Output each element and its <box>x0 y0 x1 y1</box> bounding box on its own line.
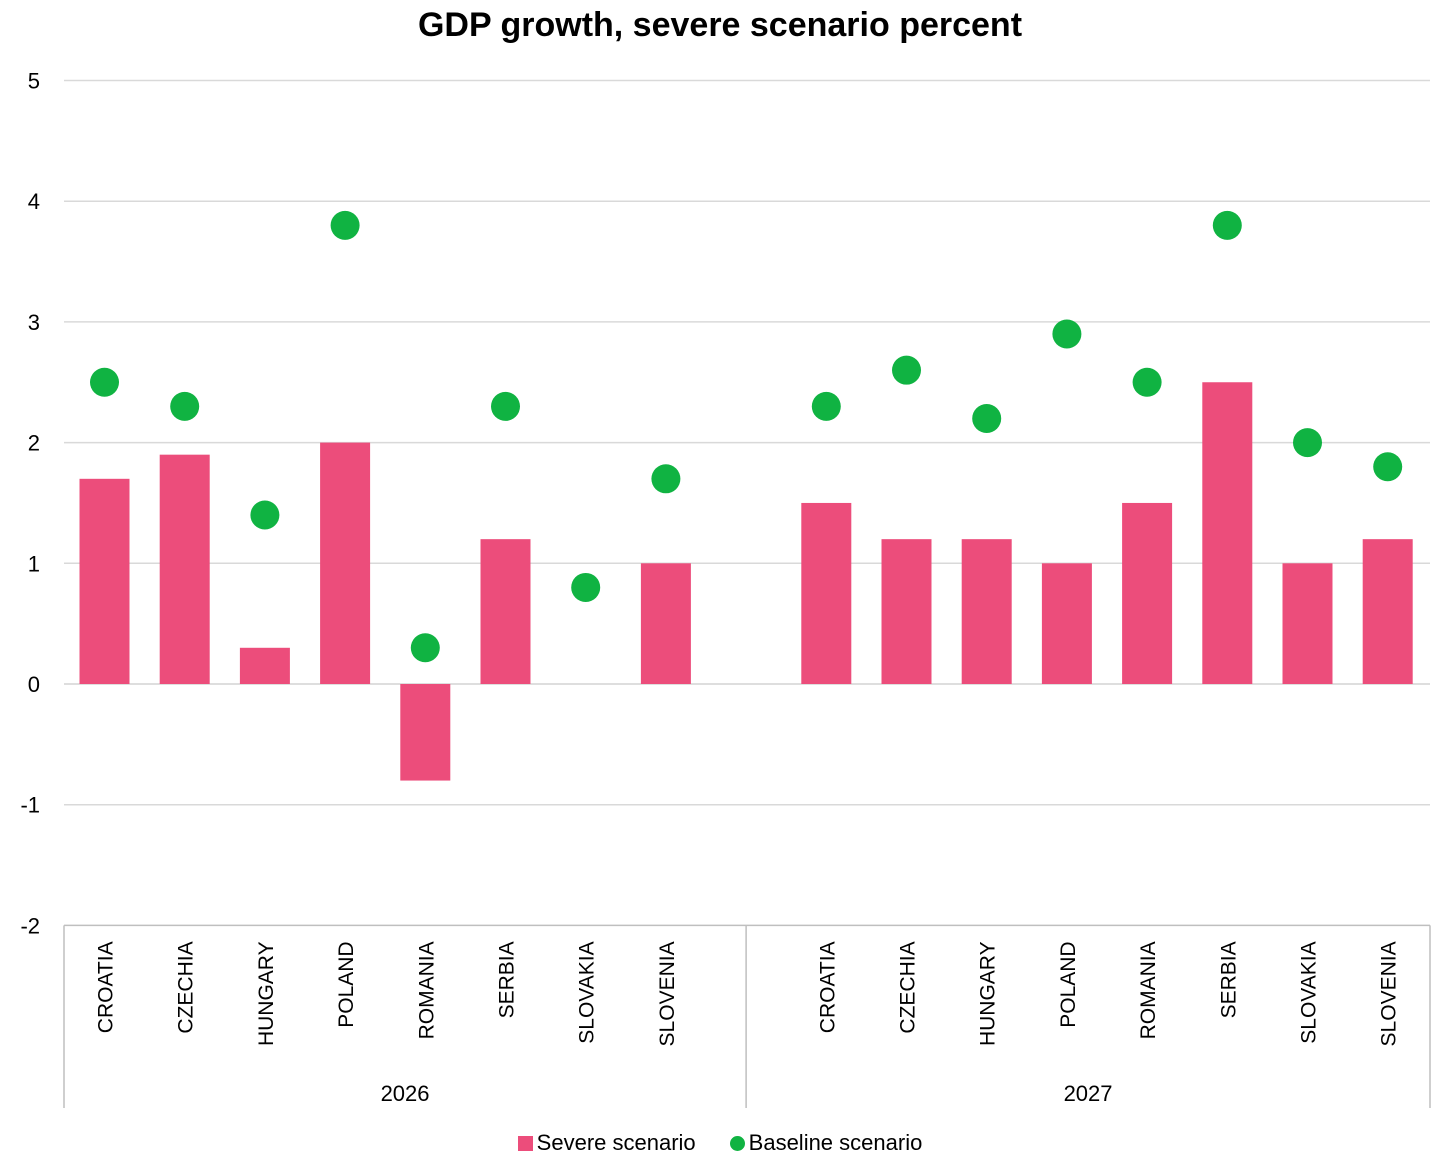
legend-item-baseline[interactable]: Baseline scenario <box>729 1128 923 1158</box>
y-tick-label: 2 <box>28 431 40 456</box>
bar-severe[interactable] <box>961 539 1012 684</box>
y-axis-ticks: 5 4 3 2 1 0 -1 -2 <box>20 69 40 939</box>
legend-swatch-baseline <box>729 1135 745 1151</box>
marker-baseline[interactable] <box>330 210 360 240</box>
marker-baseline[interactable] <box>491 391 520 421</box>
marker-baseline[interactable] <box>250 500 280 530</box>
x-category-label: SLOVENIA <box>656 941 679 1046</box>
bar-severe[interactable] <box>320 442 371 684</box>
bar-severe[interactable] <box>801 502 852 684</box>
y-tick-label: 4 <box>28 189 40 214</box>
x-group-label: 2027 <box>1064 1081 1113 1106</box>
x-group-label: 2026 <box>381 1081 430 1106</box>
marker-baseline[interactable] <box>972 403 1002 433</box>
bar-severe[interactable] <box>239 647 290 684</box>
x-category-label: CROATIA <box>816 941 839 1033</box>
legend: Severe scenario Baseline scenario <box>0 1128 1440 1158</box>
marker-baseline[interactable] <box>1052 319 1082 349</box>
y-tick-label: -2 <box>20 913 40 938</box>
marker-baseline[interactable] <box>1293 428 1322 458</box>
y-tick-label: 5 <box>28 69 40 94</box>
bar-severe[interactable] <box>881 539 932 684</box>
bar-severe[interactable] <box>480 539 531 684</box>
bar-severe[interactable] <box>1122 502 1173 684</box>
x-category-label: POLAND <box>335 941 358 1027</box>
severe-bars <box>79 382 1413 781</box>
x-category-label: SERBIA <box>1217 941 1240 1018</box>
x-axis: CROATIA CZECHIA HUNGARY POLAND ROMANIA SERBIA… <box>63 924 1431 1108</box>
x-category-label: CROATIA <box>95 941 118 1033</box>
legend-item-severe[interactable]: Severe scenario <box>517 1128 696 1158</box>
bar-severe[interactable] <box>159 454 210 684</box>
x-category-label: CZECHIA <box>897 941 920 1033</box>
bar-severe[interactable] <box>1362 539 1413 684</box>
legend-label-baseline: Baseline scenario <box>748 1130 923 1155</box>
y-tick-label: -1 <box>20 793 40 818</box>
x-category-label: HUNGARY <box>255 941 278 1046</box>
x-category-label: ROMANIA <box>1137 941 1160 1039</box>
marker-baseline[interactable] <box>410 633 440 663</box>
baseline-markers <box>90 210 1403 663</box>
y-tick-label: 3 <box>28 310 40 335</box>
marker-baseline[interactable] <box>571 572 601 602</box>
marker-baseline[interactable] <box>1212 210 1242 240</box>
x-category-label: SERBIA <box>496 941 519 1018</box>
x-category-label: POLAND <box>1057 941 1080 1027</box>
bar-severe[interactable] <box>400 684 451 781</box>
marker-baseline[interactable] <box>170 391 200 421</box>
marker-baseline[interactable] <box>1373 452 1403 482</box>
marker-baseline[interactable] <box>1132 367 1162 397</box>
legend-label-severe: Severe scenario <box>536 1130 696 1155</box>
marker-baseline[interactable] <box>811 391 841 421</box>
x-category-label: SLOVAKIA <box>576 941 599 1043</box>
x-category-label: CZECHIA <box>175 941 198 1033</box>
bar-severe[interactable] <box>1041 563 1092 684</box>
chart-title: GDP growth, severe scenario percent <box>417 6 1023 44</box>
grid-lines <box>64 79 1430 806</box>
x-category-label: SLOVENIA <box>1378 941 1401 1046</box>
bar-severe[interactable] <box>1282 563 1333 684</box>
x-category-label: SLOVAKIA <box>1298 941 1321 1043</box>
bar-severe[interactable] <box>1202 382 1253 684</box>
y-tick-label: 0 <box>28 672 40 697</box>
x-category-label: HUNGARY <box>977 941 1000 1046</box>
bar-severe[interactable] <box>640 563 691 684</box>
y-tick-label: 1 <box>28 551 40 576</box>
bar-severe[interactable] <box>79 478 130 684</box>
marker-baseline[interactable] <box>90 367 119 397</box>
marker-baseline[interactable] <box>892 355 921 385</box>
x-category-label: ROMANIA <box>415 941 438 1039</box>
marker-baseline[interactable] <box>651 464 681 494</box>
legend-swatch-severe <box>517 1135 533 1151</box>
